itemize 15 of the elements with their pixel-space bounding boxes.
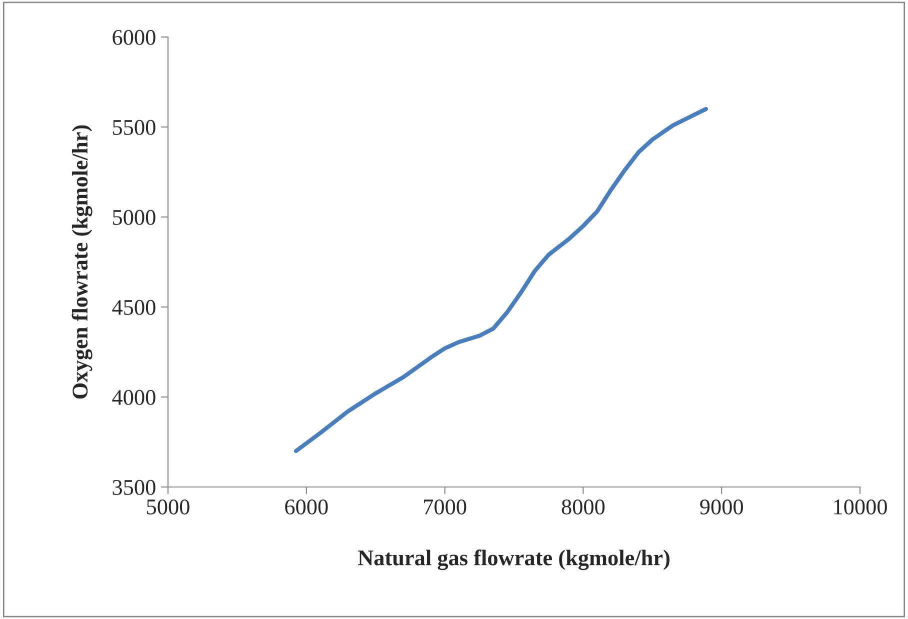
y-tick-label: 5000	[113, 210, 156, 225]
x-tick-label: 9000	[700, 499, 743, 514]
x-tick-label: 5000	[147, 499, 190, 514]
x-tick-label: 8000	[562, 499, 605, 514]
y-tick-label: 4500	[112, 300, 156, 315]
y-tick-label: 3500	[112, 480, 156, 495]
x-tick-label: 10000	[834, 499, 887, 514]
x-axis-title: Natural gas flowrate (kgmole/hr)	[358, 550, 670, 570]
line-series	[294, 106, 708, 454]
y-tick-label: 5500	[113, 120, 156, 135]
y-axis-title: Oxygen flowrate (kgmole/hr)	[72, 125, 92, 399]
x-tick-label: 6000	[285, 499, 328, 514]
y-tick-label: 6000	[112, 30, 156, 45]
x-tick-label: 7000	[424, 499, 466, 514]
y-tick-label: 4000	[112, 390, 156, 405]
